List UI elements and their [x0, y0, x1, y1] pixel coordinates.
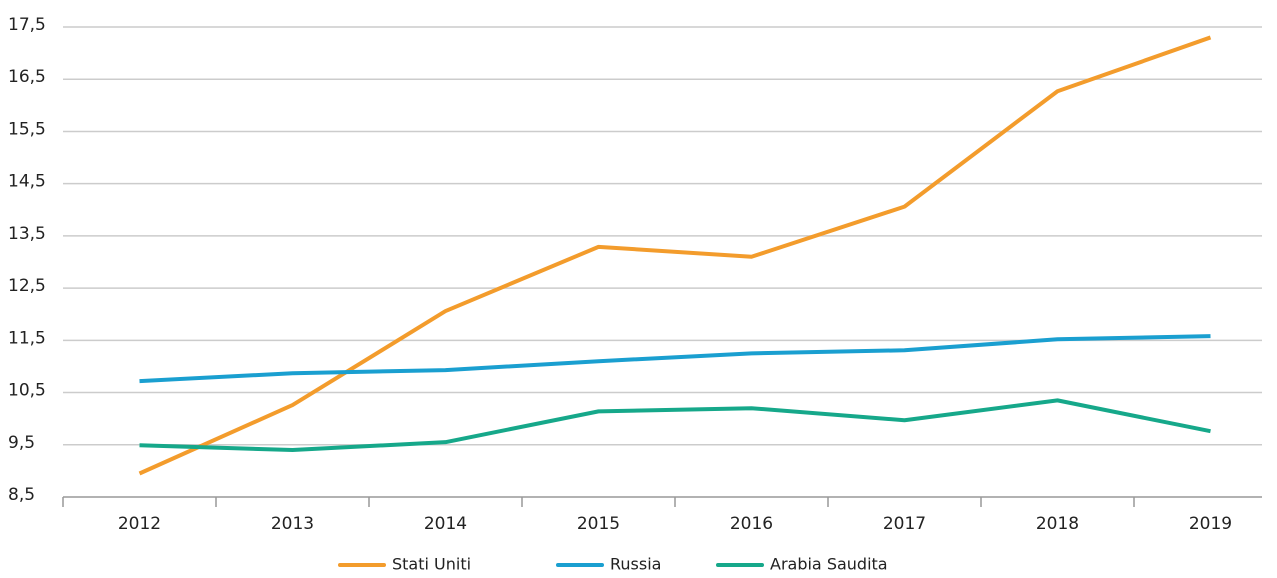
- y-tick-label: 17,5: [8, 15, 46, 35]
- legend-label: Stati Uniti: [392, 555, 471, 574]
- y-tick-label: 8,5: [8, 485, 35, 505]
- y-tick-label: 11,5: [8, 328, 46, 348]
- series-line: [139, 398, 1211, 452]
- x-tick-label: 2013: [271, 514, 314, 534]
- series-line: [138, 35, 1212, 476]
- series-line: [139, 334, 1211, 384]
- legend-label: Russia: [610, 555, 661, 574]
- y-tick-label: 16,5: [8, 67, 46, 87]
- x-tick-label: 2012: [118, 514, 161, 534]
- x-tick-label: 2015: [577, 514, 620, 534]
- y-tick-label: 10,5: [8, 381, 46, 401]
- legend-label: Arabia Saudita: [770, 555, 888, 574]
- y-tick-label: 15,5: [8, 119, 46, 139]
- y-tick-label: 14,5: [8, 172, 46, 192]
- y-tick-label: 9,5: [8, 433, 35, 453]
- y-tick-label: 13,5: [8, 224, 46, 244]
- x-tick-label: 2014: [424, 514, 467, 534]
- x-tick-label: 2017: [883, 514, 926, 534]
- x-tick-label: 2019: [1189, 514, 1232, 534]
- x-tick-label: 2018: [1036, 514, 1079, 534]
- x-tick-label: 2016: [730, 514, 773, 534]
- y-tick-label: 12,5: [8, 276, 46, 296]
